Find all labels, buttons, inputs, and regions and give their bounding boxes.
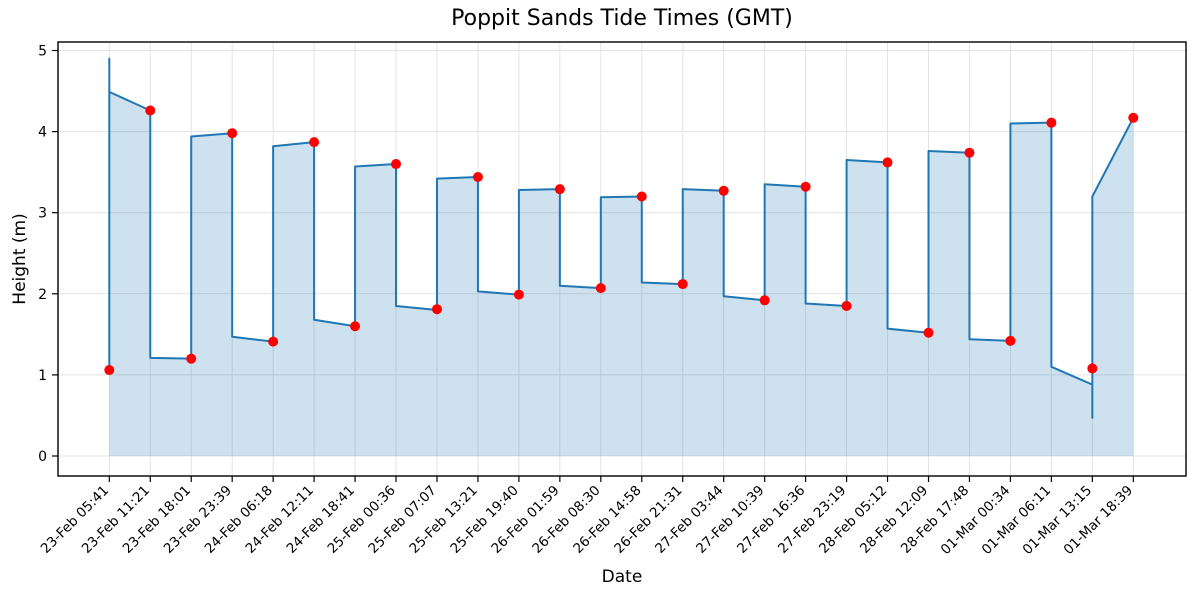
tide-marker (431, 304, 442, 315)
y-tick-label: 2 (38, 287, 47, 303)
plot-border (57, 41, 1187, 477)
y-tick-label: 4 (38, 125, 47, 141)
tide-marker (391, 159, 402, 170)
x-axis-label: Date (601, 567, 643, 587)
tide-marker (923, 327, 934, 338)
y-axis-label: Height (m) (10, 213, 30, 305)
tide-marker (759, 295, 770, 306)
tide-marker (800, 181, 811, 192)
tide-marker (595, 283, 606, 294)
tide-marker (186, 353, 197, 364)
y-tick-label: 3 (38, 206, 47, 222)
tide-marker (718, 185, 729, 196)
tide-marker (636, 191, 647, 202)
tide-marker (104, 365, 115, 376)
tide-marker (145, 105, 156, 116)
y-tick-label: 5 (38, 44, 47, 60)
tide-marker (513, 289, 524, 300)
tide-marker (1046, 117, 1057, 128)
tide-marker (472, 172, 483, 183)
tide-area-fill (109, 58, 1134, 457)
tide-marker (227, 128, 238, 139)
chart-title: Poppit Sands Tide Times (GMT) (451, 6, 793, 31)
tide-marker (309, 137, 320, 148)
tide-marker (882, 157, 893, 168)
tide-marker (268, 336, 279, 347)
tide-marker (677, 279, 688, 290)
tide-marker (350, 321, 361, 332)
tide-line (108, 57, 1135, 419)
y-tick-label: 1 (38, 368, 47, 384)
tide-marker (554, 184, 565, 195)
tide-marker (841, 300, 852, 311)
tide-marker (1005, 335, 1016, 346)
y-tick-label: 0 (38, 449, 47, 465)
tide-marker (964, 147, 975, 158)
tide-marker (1128, 112, 1139, 123)
tide-marker (1087, 363, 1098, 374)
